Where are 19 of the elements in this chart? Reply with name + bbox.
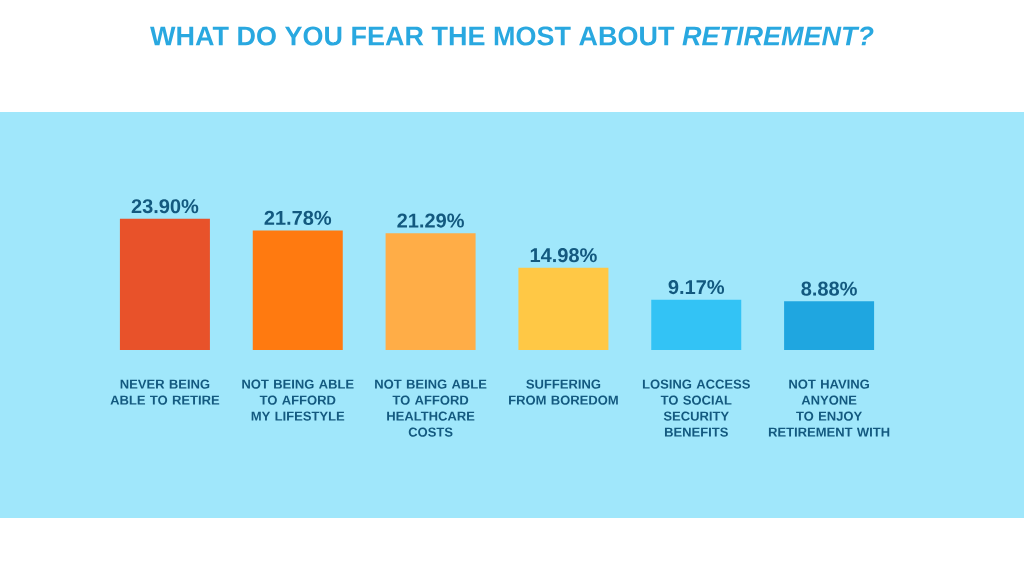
- bar: [784, 301, 875, 350]
- x-tick-label: NOT BEING ABLE TO AFFORD MY LIFESTYLE: [242, 379, 354, 421]
- chart-title: WHAT DO YOU FEAR THE MOST ABOUT RETIREMENT?: [150, 26, 874, 46]
- data-label: 21.29%: [397, 213, 464, 228]
- bar: [651, 299, 742, 350]
- data-label: 14.98%: [530, 248, 597, 263]
- data-label: 9.17%: [668, 279, 725, 295]
- x-tick-label: SUFFERING FROM BOREDOM: [509, 379, 618, 405]
- bar: [385, 233, 476, 350]
- x-tick-label: NOT HAVING ANYONE TO ENJOY RETIREMENT WITH: [768, 379, 890, 437]
- x-tick-label: NEVER BEING ABLE TO RETIRE: [110, 379, 220, 405]
- bar: [119, 218, 210, 350]
- bar: [252, 230, 343, 350]
- x-tick-label: NOT BEING ABLE TO AFFORD HEALTHCARE COSTS: [375, 379, 487, 437]
- x-tick-label: LOSING ACCESS TO SOCIAL SECURITY BENEFITS: [642, 379, 750, 437]
- bar: [518, 267, 609, 350]
- data-label: 23.90%: [131, 199, 199, 214]
- data-label: 21.78%: [264, 210, 332, 225]
- data-label: 8.88%: [801, 281, 857, 296]
